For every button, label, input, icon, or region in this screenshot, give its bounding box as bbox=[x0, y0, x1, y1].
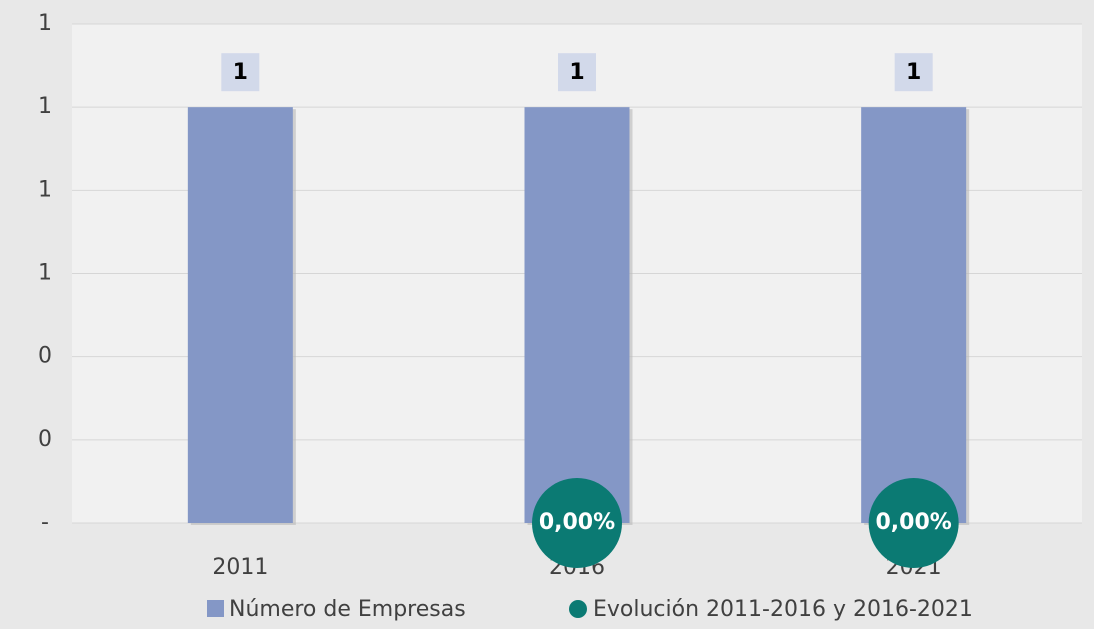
data-label-box bbox=[558, 53, 596, 92]
data-label: 1 bbox=[233, 60, 248, 85]
dot bbox=[868, 478, 959, 568]
y-tick-label: 0 bbox=[38, 344, 52, 369]
dot bbox=[532, 478, 622, 568]
data-label-box bbox=[894, 53, 933, 92]
legend-label: Número de Empresas bbox=[229, 597, 466, 622]
legend-label: Evolución 2011-2016 y 2016-2021 bbox=[593, 597, 973, 622]
data-label-box bbox=[221, 53, 260, 92]
bar bbox=[187, 107, 293, 524]
dot-label: 0,00% bbox=[539, 510, 615, 535]
legend-swatch bbox=[569, 600, 587, 618]
data-label: 1 bbox=[569, 60, 584, 85]
bar bbox=[861, 107, 967, 524]
dot-label: 0,00% bbox=[876, 510, 952, 535]
bar bbox=[524, 107, 630, 524]
x-tick-label: 2011 bbox=[212, 555, 268, 580]
y-tick-label: 0 bbox=[38, 427, 52, 452]
y-tick-label: - bbox=[41, 510, 49, 535]
legend-swatch bbox=[207, 600, 224, 617]
y-tick-label: 1 bbox=[38, 11, 52, 36]
y-tick-label: 1 bbox=[38, 177, 52, 202]
data-label: 1 bbox=[906, 60, 921, 85]
y-tick-label: 1 bbox=[38, 94, 52, 119]
y-tick-label: 1 bbox=[38, 261, 52, 286]
